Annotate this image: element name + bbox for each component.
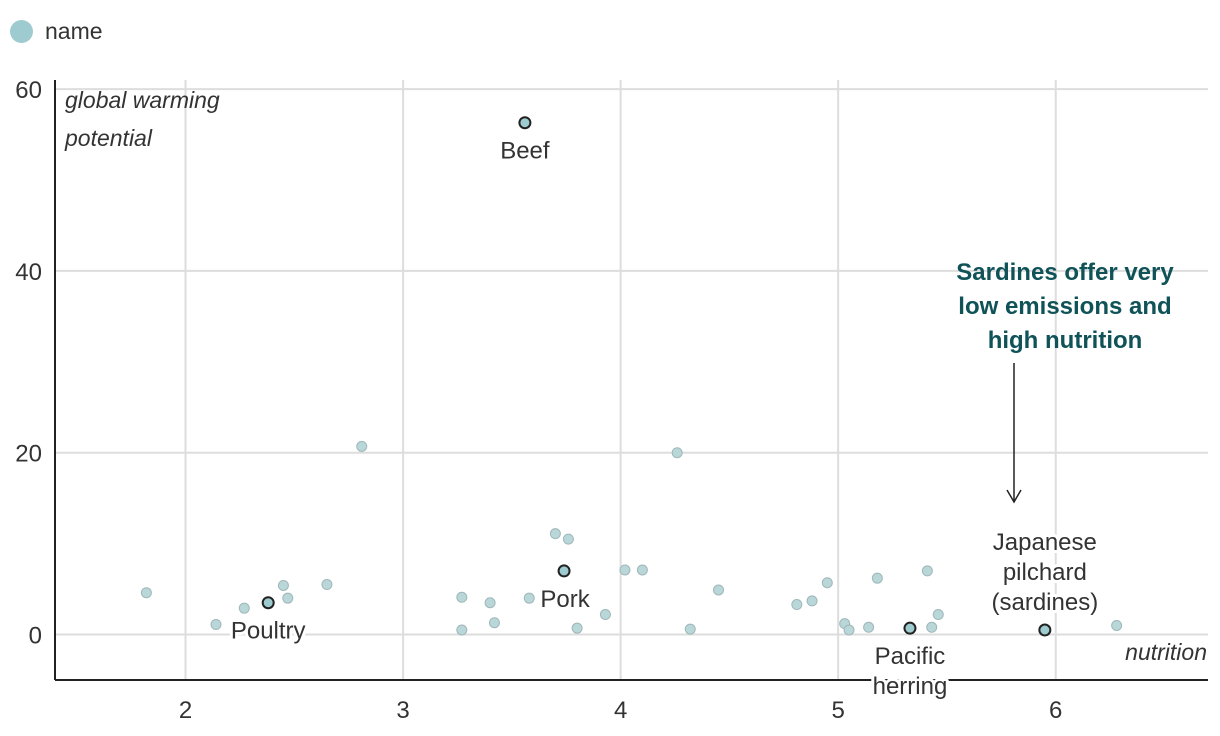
point-label: pilchard xyxy=(1003,559,1087,586)
highlighted-point-group: Pacific herring xyxy=(870,621,950,703)
x-tick-label: 6 xyxy=(1049,697,1062,724)
data-point xyxy=(863,621,875,633)
x-tick-label: 5 xyxy=(831,697,844,724)
data-point xyxy=(277,579,289,591)
y-tick-label: 20 xyxy=(15,441,42,468)
data-point xyxy=(456,624,468,636)
legend-label: name xyxy=(45,18,103,44)
highlighted-point xyxy=(557,564,571,578)
data-point xyxy=(456,591,468,603)
data-point xyxy=(282,592,294,604)
x-axis-label: nutrition xyxy=(1125,639,1207,665)
x-tick-label: 2 xyxy=(179,697,192,724)
data-point xyxy=(791,599,803,611)
y-axis-label-line-2: potential xyxy=(64,125,153,151)
data-point xyxy=(921,565,933,577)
point-label: Pork xyxy=(540,586,590,613)
data-point xyxy=(562,533,574,545)
y-tick-label: 0 xyxy=(29,623,42,650)
y-tick-label: 40 xyxy=(15,259,42,286)
highlighted-point-group: Pork xyxy=(537,564,594,616)
data-point xyxy=(1111,619,1123,631)
highlighted-point-group: Beef xyxy=(497,116,553,168)
data-points xyxy=(140,440,1123,636)
data-point xyxy=(713,584,725,596)
data-point xyxy=(140,587,152,599)
annotation-text: low emissions and xyxy=(958,293,1171,320)
data-point xyxy=(571,622,583,634)
data-point xyxy=(671,447,683,459)
data-point xyxy=(619,564,631,576)
point-label: Pacific xyxy=(875,643,946,670)
point-label: Beef xyxy=(500,138,550,165)
data-point xyxy=(806,595,818,607)
data-point xyxy=(210,619,222,631)
highlighted-point-group: Japanese pilchard (sardines) xyxy=(988,526,1101,637)
legend-swatch xyxy=(10,20,33,43)
x-tick-label: 4 xyxy=(614,697,627,724)
data-point xyxy=(599,609,611,621)
point-label: (sardines) xyxy=(991,589,1098,616)
highlighted-point xyxy=(1038,623,1052,637)
point-label: Poultry xyxy=(231,618,306,645)
annotation-arrow-head xyxy=(1006,489,1022,504)
annotation: Sardines offer very low emissions and high… xyxy=(956,259,1174,504)
highlighted-point xyxy=(261,596,275,610)
highlighted-point xyxy=(903,621,917,635)
data-point xyxy=(843,624,855,636)
data-point xyxy=(821,577,833,589)
y-tick-label: 60 xyxy=(15,77,42,104)
grid xyxy=(55,80,1208,680)
data-point xyxy=(484,597,496,609)
data-point xyxy=(238,602,250,614)
data-point xyxy=(488,617,500,629)
highlighted-point xyxy=(518,116,532,130)
axis-labels: global warming potential nutrition xyxy=(64,87,1207,665)
data-point xyxy=(523,592,535,604)
data-point xyxy=(356,440,368,452)
legend: name xyxy=(10,18,103,45)
data-point xyxy=(932,609,944,621)
x-tick-label: 3 xyxy=(396,697,409,724)
data-point xyxy=(926,621,938,633)
annotation-text: high nutrition xyxy=(988,327,1143,354)
highlighted-points: Beef Poultry Pork Pacific herring Japanese pil… xyxy=(228,116,1101,703)
point-label: Japanese xyxy=(993,529,1097,556)
data-point xyxy=(549,528,561,540)
point-label: herring xyxy=(873,673,948,700)
y-axis-label-line-1: global warming xyxy=(65,87,220,113)
data-point xyxy=(321,579,333,591)
annotation-text: Sardines offer very xyxy=(956,259,1174,286)
data-point xyxy=(871,572,883,584)
data-point xyxy=(684,623,696,635)
data-point xyxy=(636,564,648,576)
highlighted-point-group: Poultry xyxy=(228,596,309,648)
